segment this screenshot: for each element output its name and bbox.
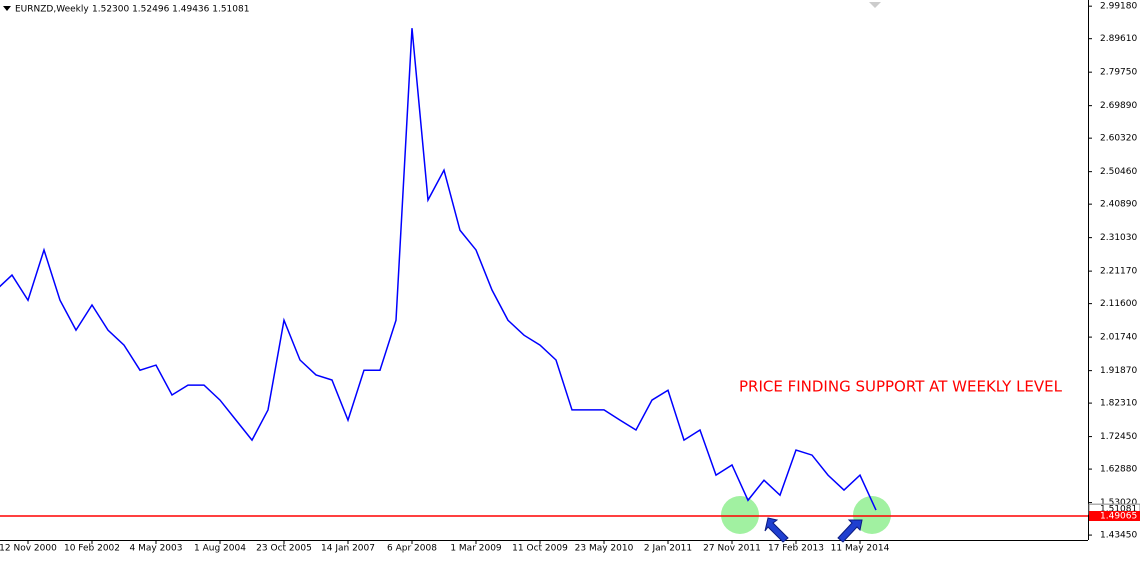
y-tick-label: 1.53020 bbox=[1100, 498, 1137, 508]
x-tick-label: 14 Jan 2007 bbox=[321, 544, 375, 554]
x-tick-label: 12 Nov 2000 bbox=[0, 544, 57, 554]
x-tick-label: 6 Apr 2008 bbox=[387, 544, 437, 554]
support-price-label: 1.49065 bbox=[1100, 512, 1137, 522]
x-tick-label: 23 Oct 2005 bbox=[256, 544, 312, 554]
y-tick-label: 1.72450 bbox=[1100, 432, 1137, 442]
plot-area bbox=[0, 28, 1088, 517]
x-tick-label: 27 Nov 2011 bbox=[703, 544, 761, 554]
y-tick-label: 1.62880 bbox=[1100, 465, 1137, 475]
x-tick-label: 10 Feb 2002 bbox=[64, 544, 120, 554]
y-tick-label: 2.31030 bbox=[1100, 233, 1137, 243]
x-tick-label: 11 Oct 2009 bbox=[512, 544, 568, 554]
y-tick-label: 2.60320 bbox=[1100, 134, 1137, 144]
y-tick-label: 2.99180 bbox=[1100, 2, 1137, 12]
x-tick-label: 1 Mar 2009 bbox=[450, 544, 502, 554]
y-tick-label: 2.69890 bbox=[1100, 101, 1137, 111]
x-tick-label: 17 Feb 2013 bbox=[768, 544, 824, 554]
highlight-circle bbox=[721, 496, 759, 534]
y-tick-label: 2.89610 bbox=[1100, 34, 1137, 44]
y-tick-label: 1.91870 bbox=[1100, 366, 1137, 376]
chart-title: EURNZD,Weekly bbox=[15, 5, 89, 15]
arrow bbox=[764, 517, 789, 543]
ohlc: 1.52300 1.52496 1.49436 1.51081 bbox=[92, 5, 249, 15]
y-tick-label: 2.50460 bbox=[1100, 167, 1137, 177]
price-line bbox=[0, 28, 877, 511]
y-tick-label: 1.82310 bbox=[1100, 399, 1137, 409]
y-tick-label: 2.21170 bbox=[1100, 267, 1137, 277]
support-price-box bbox=[1089, 511, 1140, 522]
y-tick-label: 2.40890 bbox=[1100, 200, 1137, 210]
x-tick-label: 2 Jan 2011 bbox=[644, 544, 692, 554]
annotation: PRICE FINDING SUPPORT AT WEEKLY LEVEL bbox=[739, 378, 1063, 396]
y-tick-label: 1.43450 bbox=[1100, 531, 1137, 541]
x-tick-label: 4 May 2003 bbox=[130, 544, 183, 554]
last-price-label: 1.51081 bbox=[1100, 505, 1137, 515]
shift-marker bbox=[869, 2, 881, 8]
arrow bbox=[837, 519, 863, 543]
y-tick-label: 2.11600 bbox=[1100, 299, 1137, 309]
x-tick-label: 11 May 2014 bbox=[831, 544, 890, 554]
highlight-circle bbox=[853, 496, 891, 534]
y-tick-label: 2.01740 bbox=[1100, 333, 1137, 343]
menu-arrow[interactable] bbox=[3, 6, 11, 11]
x-tick-label: 1 Aug 2004 bbox=[194, 544, 246, 554]
y-tick-label: 2.79750 bbox=[1100, 68, 1137, 78]
x-tick-label: 23 May 2010 bbox=[575, 544, 634, 554]
